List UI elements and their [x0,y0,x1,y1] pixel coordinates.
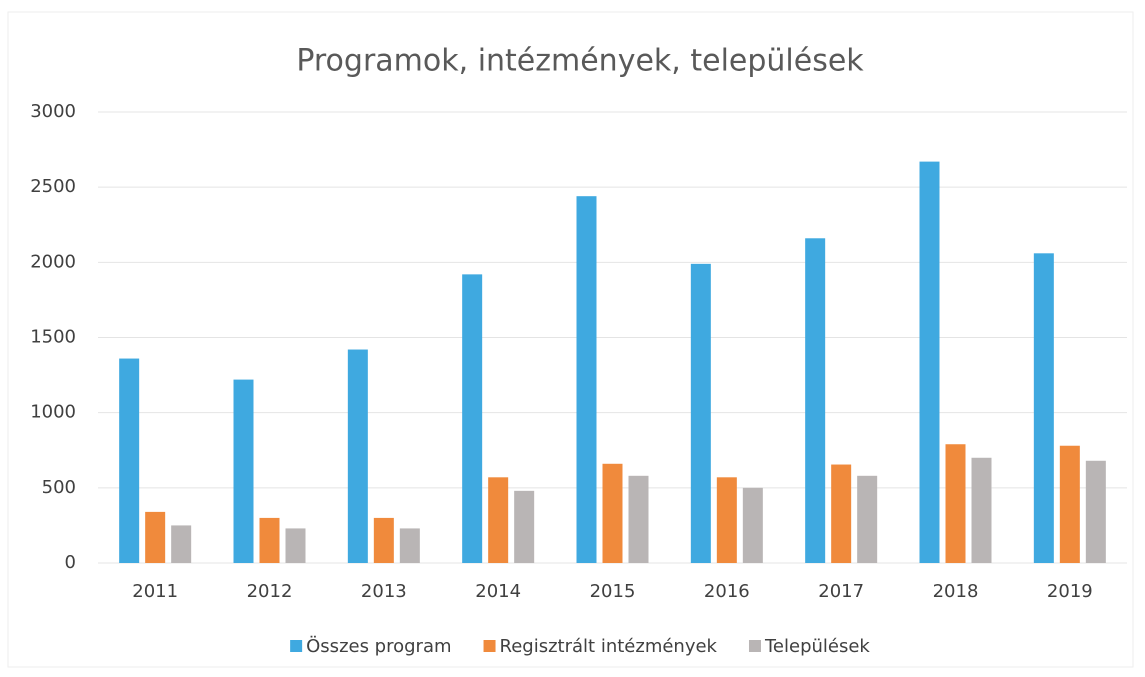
y-tick-label: 3000 [30,101,76,122]
bar [347,349,368,563]
bar [233,379,254,563]
y-tick-label: 2000 [30,251,76,272]
bar [576,196,597,564]
chart-border [7,11,1134,668]
bar [919,161,940,564]
bar [119,358,140,563]
bar [716,477,737,563]
bar [145,511,166,563]
legend-label: Települések [764,636,870,657]
y-tick-label: 500 [42,477,76,498]
x-tick-label: 2011 [132,581,178,602]
bar [602,463,623,563]
bar [373,517,394,563]
bar [831,464,852,563]
x-tick-label: 2015 [590,581,636,602]
legend-label: Összes program [306,635,451,657]
bar [1085,460,1106,563]
y-tick-label: 0 [65,552,76,573]
bar [742,487,763,563]
bar [488,477,509,563]
bar [628,475,649,563]
bar [285,528,306,563]
x-tick-label: 2019 [1047,581,1093,602]
x-tick-label: 2012 [247,581,293,602]
x-tick-label: 2016 [704,581,750,602]
bar [805,238,826,563]
chart-title: Programok, intézmények, települések [296,44,864,79]
y-tick-label: 1500 [30,327,76,348]
bar [971,457,992,563]
y-tick-label: 2500 [30,176,76,197]
x-tick-label: 2014 [475,581,521,602]
bar [514,490,535,563]
bar [690,263,711,563]
bar [1059,445,1080,563]
y-tick-label: 1000 [30,402,76,423]
legend-label: Regisztrált intézmények [500,636,718,657]
bar [399,528,420,563]
bar [1033,253,1054,563]
bar [945,444,966,563]
x-tick-label: 2017 [818,581,864,602]
legend-swatch [748,640,761,652]
x-tick-label: 2013 [361,581,407,602]
legend-swatch [483,640,496,652]
legend-swatch [290,640,303,652]
x-tick-label: 2018 [933,581,979,602]
bar [171,525,192,563]
bar [462,274,483,563]
bar [259,517,280,563]
bar [857,475,878,563]
